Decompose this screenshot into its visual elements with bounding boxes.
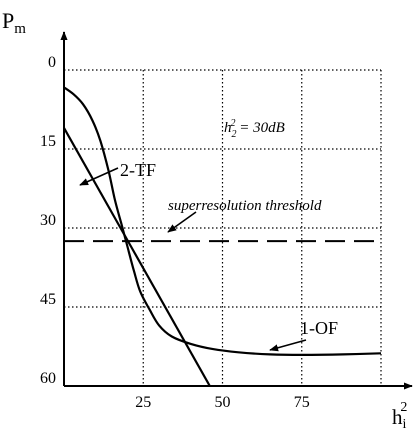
label-1of: 1-OF bbox=[300, 318, 338, 338]
tick-labels: 0 15 30 45 60 25 50 75 bbox=[40, 54, 310, 411]
series-line-2-TF bbox=[63, 127, 211, 387]
label-threshold: superresolution threshold bbox=[168, 198, 322, 214]
y-tick-label-45: 45 bbox=[40, 291, 56, 308]
x-tick-label-75: 75 bbox=[294, 394, 310, 411]
x-tick-label-25: 25 bbox=[135, 394, 151, 411]
x-tick-label-50: 50 bbox=[215, 394, 231, 411]
y-tick-label-0: 0 bbox=[48, 54, 56, 71]
y-axis-label: Pm bbox=[2, 8, 26, 37]
label-2tf-arrow bbox=[79, 167, 119, 186]
label-1of-arrow bbox=[269, 339, 307, 352]
y-tick-label-60: 60 bbox=[40, 370, 56, 387]
series-group bbox=[63, 86, 382, 387]
label-threshold-arrow bbox=[167, 211, 197, 233]
label-2tf: 2-TF bbox=[120, 160, 156, 180]
snr-annotation: h22 = 30dB bbox=[224, 118, 285, 140]
x-axis-label: hi2 bbox=[392, 400, 407, 429]
y-tick-label-15: 15 bbox=[40, 133, 56, 150]
y-tick-label-30: 30 bbox=[40, 212, 56, 229]
series-line-1-OF bbox=[63, 86, 382, 357]
axes bbox=[60, 31, 413, 390]
grid bbox=[64, 69, 382, 386]
